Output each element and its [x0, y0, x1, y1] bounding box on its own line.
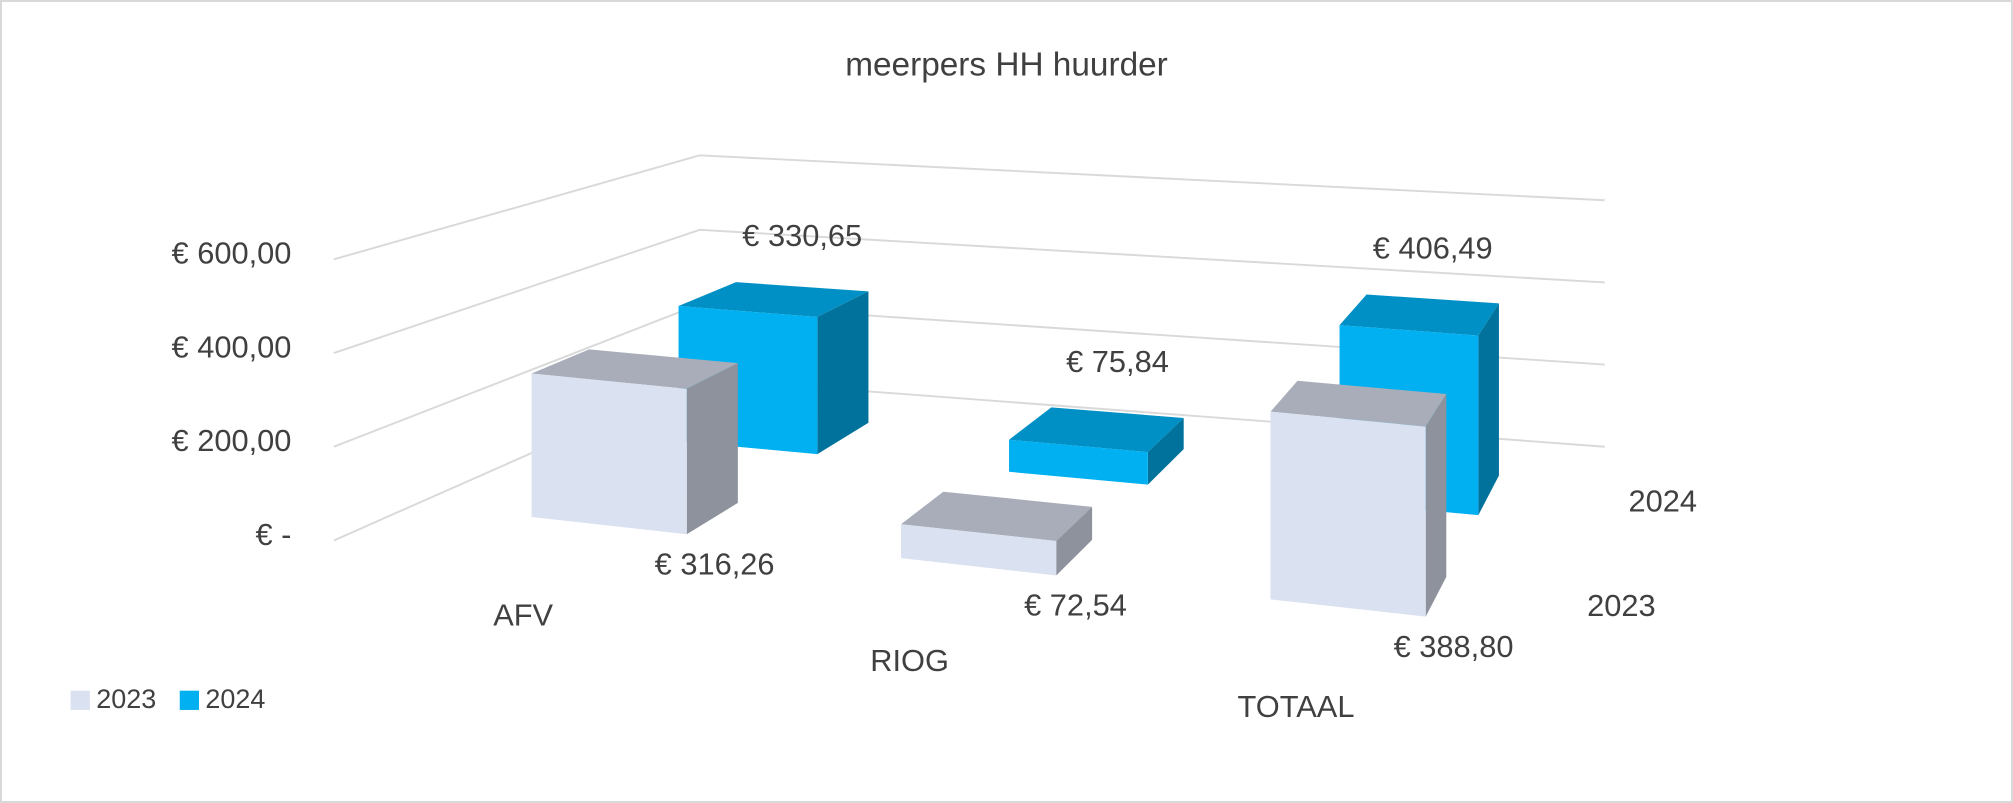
y-tick-label: € 600,00 [172, 236, 292, 271]
bar-side [686, 363, 738, 535]
bar-front [901, 524, 1057, 576]
bar-front [1009, 439, 1148, 485]
grid-line [333, 228, 1605, 354]
bar-top [1270, 380, 1447, 427]
plot: meerpers HH huurder € - € 200,00 € 400,00 €… [70, 47, 1698, 724]
data-label: € 406,49 [1373, 230, 1493, 265]
bar-top [678, 282, 869, 317]
bar-top [531, 349, 738, 389]
bar [531, 349, 738, 535]
bar-top [1339, 294, 1499, 336]
legend-label: 2023 [96, 684, 156, 714]
legend-label: 2024 [205, 684, 265, 714]
bar-side [1056, 506, 1093, 576]
chart-title: meerpers HH huurder [845, 47, 1168, 84]
y-tick-label: € 200,00 [172, 423, 292, 458]
legend-swatch [179, 690, 199, 710]
grid-line [333, 154, 1605, 261]
depth-label: 2023 [1587, 588, 1656, 623]
y-tick-label: € 400,00 [172, 329, 292, 364]
legend-swatch [70, 690, 90, 710]
bar-side [1478, 303, 1499, 516]
bar-side [1147, 417, 1184, 485]
x-tick-label: TOTAAL [1238, 689, 1355, 724]
bar [901, 491, 1093, 576]
data-label: € 388,80 [1394, 629, 1514, 664]
bar-side [817, 291, 869, 455]
data-label: € 316,26 [655, 547, 775, 582]
x-tick-label: RIOG [870, 643, 949, 678]
y-tick-label: € - [255, 517, 291, 552]
bar-front [531, 373, 687, 535]
depth-label: 2024 [1629, 484, 1698, 519]
bar-top [1009, 407, 1184, 453]
bar [1270, 380, 1447, 617]
bar-top [901, 491, 1093, 542]
x-tick-label: AFV [493, 597, 553, 632]
bar-front [1270, 411, 1426, 617]
data-label: € 75,84 [1066, 344, 1169, 379]
data-label: € 72,54 [1024, 588, 1127, 623]
bar [1009, 407, 1184, 485]
data-label: € 330,65 [742, 218, 862, 253]
bar-side [1425, 394, 1447, 617]
